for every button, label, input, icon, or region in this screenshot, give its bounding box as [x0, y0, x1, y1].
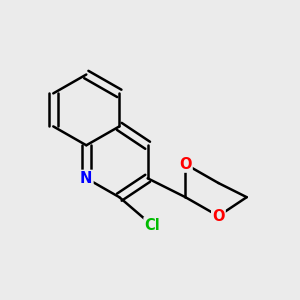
- Text: N: N: [80, 171, 92, 186]
- Text: Cl: Cl: [145, 218, 160, 233]
- Text: O: O: [179, 157, 192, 172]
- Text: O: O: [212, 208, 225, 224]
